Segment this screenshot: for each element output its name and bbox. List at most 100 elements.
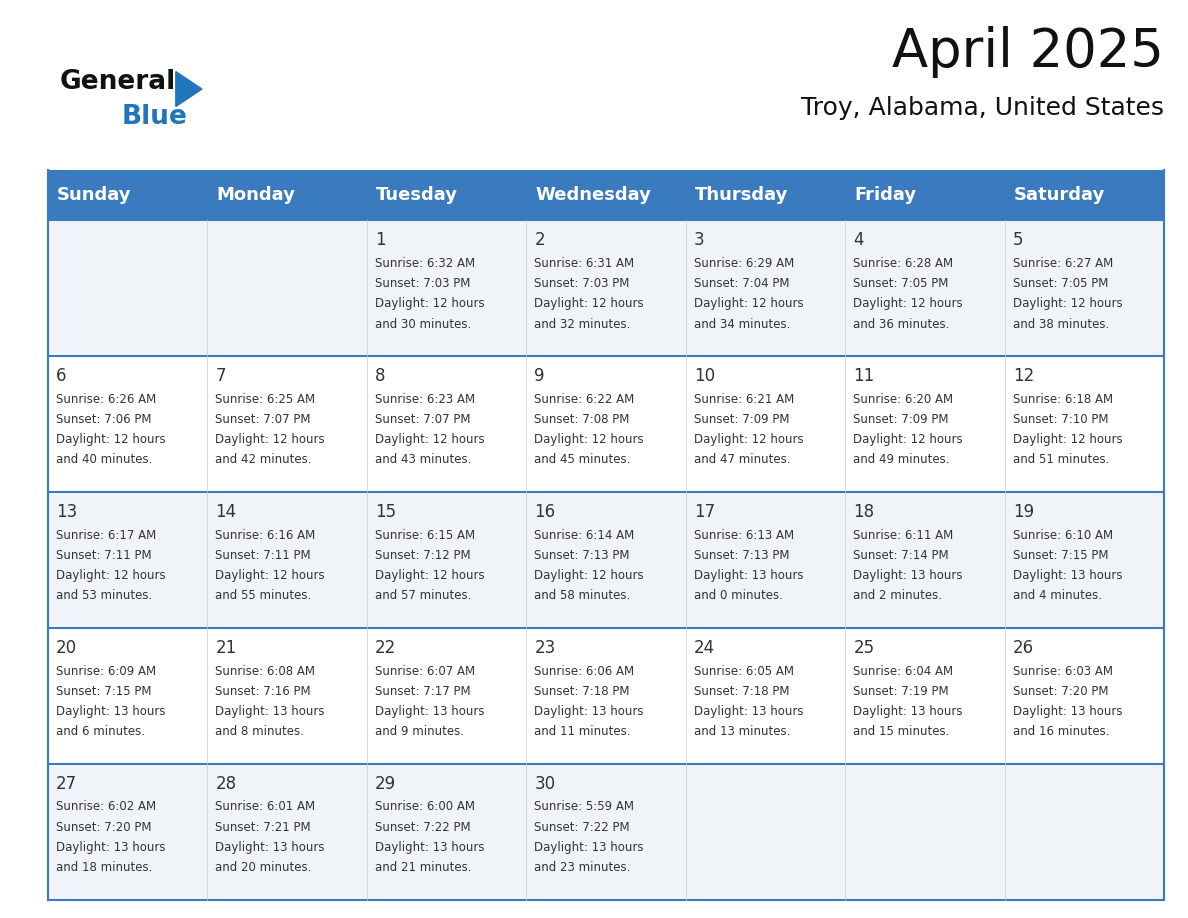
Text: Sunset: 7:11 PM: Sunset: 7:11 PM: [215, 549, 311, 562]
Text: and 11 minutes.: and 11 minutes.: [535, 725, 631, 738]
Text: Sunset: 7:20 PM: Sunset: 7:20 PM: [56, 821, 151, 834]
Text: Daylight: 13 hours: Daylight: 13 hours: [1013, 705, 1123, 718]
Text: and 49 minutes.: and 49 minutes.: [853, 453, 950, 466]
Text: Daylight: 12 hours: Daylight: 12 hours: [215, 569, 326, 582]
Text: 21: 21: [215, 639, 236, 657]
Text: 27: 27: [56, 775, 77, 793]
Text: Sunrise: 6:08 AM: Sunrise: 6:08 AM: [215, 665, 315, 677]
Text: 4: 4: [853, 231, 864, 250]
Text: Sunrise: 6:18 AM: Sunrise: 6:18 AM: [1013, 393, 1113, 406]
Text: Daylight: 13 hours: Daylight: 13 hours: [375, 705, 485, 718]
Text: Daylight: 13 hours: Daylight: 13 hours: [215, 705, 324, 718]
Bar: [48, 170, 1164, 220]
Text: Sunset: 7:08 PM: Sunset: 7:08 PM: [535, 413, 630, 426]
Text: Daylight: 13 hours: Daylight: 13 hours: [535, 705, 644, 718]
Text: and 51 minutes.: and 51 minutes.: [1013, 453, 1110, 466]
Text: Sunrise: 6:27 AM: Sunrise: 6:27 AM: [1013, 257, 1113, 270]
Text: Sunrise: 6:16 AM: Sunrise: 6:16 AM: [215, 529, 316, 542]
Text: Sunset: 7:07 PM: Sunset: 7:07 PM: [375, 413, 470, 426]
Text: Sunrise: 6:17 AM: Sunrise: 6:17 AM: [56, 529, 156, 542]
Text: and 43 minutes.: and 43 minutes.: [375, 453, 472, 466]
Text: and 34 minutes.: and 34 minutes.: [694, 318, 790, 330]
Text: Sunset: 7:09 PM: Sunset: 7:09 PM: [853, 413, 949, 426]
Text: 10: 10: [694, 367, 715, 386]
Text: April 2025: April 2025: [892, 26, 1164, 78]
Text: Sunrise: 6:10 AM: Sunrise: 6:10 AM: [1013, 529, 1113, 542]
Bar: [48, 764, 1164, 900]
Text: 22: 22: [375, 639, 396, 657]
Bar: [48, 492, 1164, 628]
Text: Daylight: 13 hours: Daylight: 13 hours: [694, 569, 803, 582]
Text: Sunrise: 6:04 AM: Sunrise: 6:04 AM: [853, 665, 954, 677]
Text: Daylight: 12 hours: Daylight: 12 hours: [56, 433, 165, 446]
Text: Sunset: 7:10 PM: Sunset: 7:10 PM: [1013, 413, 1108, 426]
Text: and 21 minutes.: and 21 minutes.: [375, 861, 472, 874]
Text: Monday: Monday: [216, 186, 296, 204]
Text: Sunset: 7:18 PM: Sunset: 7:18 PM: [694, 685, 790, 698]
Text: and 13 minutes.: and 13 minutes.: [694, 725, 790, 738]
Text: Sunrise: 6:22 AM: Sunrise: 6:22 AM: [535, 393, 634, 406]
Text: Sunrise: 6:13 AM: Sunrise: 6:13 AM: [694, 529, 794, 542]
Text: 29: 29: [375, 775, 396, 793]
Text: Tuesday: Tuesday: [377, 186, 459, 204]
Text: Sunset: 7:03 PM: Sunset: 7:03 PM: [375, 277, 470, 290]
Text: Sunrise: 6:02 AM: Sunrise: 6:02 AM: [56, 800, 156, 813]
Text: 11: 11: [853, 367, 874, 386]
Text: 20: 20: [56, 639, 77, 657]
Text: 12: 12: [1013, 367, 1035, 386]
Text: and 6 minutes.: and 6 minutes.: [56, 725, 145, 738]
Text: Sunset: 7:04 PM: Sunset: 7:04 PM: [694, 277, 790, 290]
Text: Sunset: 7:03 PM: Sunset: 7:03 PM: [535, 277, 630, 290]
Text: Sunrise: 6:28 AM: Sunrise: 6:28 AM: [853, 257, 954, 270]
Text: Sunrise: 6:03 AM: Sunrise: 6:03 AM: [1013, 665, 1113, 677]
Text: Daylight: 12 hours: Daylight: 12 hours: [56, 569, 165, 582]
Text: and 47 minutes.: and 47 minutes.: [694, 453, 790, 466]
Text: Thursday: Thursday: [695, 186, 789, 204]
Text: Sunday: Sunday: [57, 186, 132, 204]
Text: Sunrise: 6:05 AM: Sunrise: 6:05 AM: [694, 665, 794, 677]
Text: and 45 minutes.: and 45 minutes.: [535, 453, 631, 466]
Text: 1: 1: [375, 231, 386, 250]
Text: Daylight: 13 hours: Daylight: 13 hours: [56, 841, 165, 854]
Text: 16: 16: [535, 503, 556, 521]
Text: Blue: Blue: [121, 104, 187, 129]
Text: Sunset: 7:07 PM: Sunset: 7:07 PM: [215, 413, 311, 426]
Text: Daylight: 13 hours: Daylight: 13 hours: [375, 841, 485, 854]
Text: Sunset: 7:13 PM: Sunset: 7:13 PM: [535, 549, 630, 562]
Text: Sunset: 7:22 PM: Sunset: 7:22 PM: [375, 821, 470, 834]
Text: and 57 minutes.: and 57 minutes.: [375, 589, 472, 602]
Text: Sunrise: 6:32 AM: Sunrise: 6:32 AM: [375, 257, 475, 270]
Text: Friday: Friday: [854, 186, 917, 204]
Text: Sunrise: 6:20 AM: Sunrise: 6:20 AM: [853, 393, 954, 406]
Text: Troy, Alabama, United States: Troy, Alabama, United States: [801, 96, 1164, 120]
Bar: [48, 628, 1164, 764]
Text: 6: 6: [56, 367, 67, 386]
Text: 30: 30: [535, 775, 556, 793]
Text: and 18 minutes.: and 18 minutes.: [56, 861, 152, 874]
Text: 28: 28: [215, 775, 236, 793]
Text: 5: 5: [1013, 231, 1024, 250]
Polygon shape: [176, 72, 202, 106]
Text: 9: 9: [535, 367, 545, 386]
Text: Wednesday: Wednesday: [536, 186, 651, 204]
Text: and 30 minutes.: and 30 minutes.: [375, 318, 472, 330]
Text: Daylight: 12 hours: Daylight: 12 hours: [215, 433, 326, 446]
Text: and 16 minutes.: and 16 minutes.: [1013, 725, 1110, 738]
Text: Daylight: 12 hours: Daylight: 12 hours: [1013, 297, 1123, 310]
Text: Daylight: 12 hours: Daylight: 12 hours: [694, 433, 803, 446]
Text: 7: 7: [215, 367, 226, 386]
Text: Sunrise: 6:00 AM: Sunrise: 6:00 AM: [375, 800, 475, 813]
Text: and 55 minutes.: and 55 minutes.: [215, 589, 311, 602]
Text: and 0 minutes.: and 0 minutes.: [694, 589, 783, 602]
Text: Sunrise: 6:29 AM: Sunrise: 6:29 AM: [694, 257, 795, 270]
Bar: [48, 356, 1164, 492]
Text: Sunrise: 6:25 AM: Sunrise: 6:25 AM: [215, 393, 316, 406]
Text: Sunrise: 6:23 AM: Sunrise: 6:23 AM: [375, 393, 475, 406]
Text: Sunset: 7:19 PM: Sunset: 7:19 PM: [853, 685, 949, 698]
Text: Daylight: 12 hours: Daylight: 12 hours: [853, 433, 963, 446]
Text: 2: 2: [535, 231, 545, 250]
Text: Daylight: 12 hours: Daylight: 12 hours: [535, 433, 644, 446]
Text: Sunrise: 6:11 AM: Sunrise: 6:11 AM: [853, 529, 954, 542]
Text: Daylight: 12 hours: Daylight: 12 hours: [375, 297, 485, 310]
Text: Daylight: 13 hours: Daylight: 13 hours: [56, 705, 165, 718]
